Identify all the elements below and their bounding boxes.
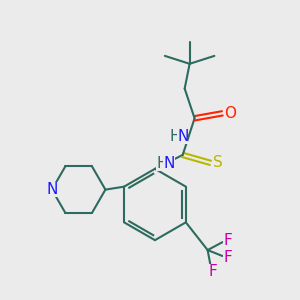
Text: H: H	[156, 156, 168, 171]
Text: F: F	[208, 264, 217, 279]
Text: N: N	[163, 156, 175, 171]
Text: F: F	[223, 250, 232, 266]
Text: F: F	[223, 233, 232, 248]
Text: S: S	[214, 155, 223, 170]
Text: H: H	[169, 129, 181, 144]
Text: N: N	[177, 129, 188, 144]
Text: O: O	[224, 106, 236, 121]
Text: N: N	[46, 182, 58, 197]
